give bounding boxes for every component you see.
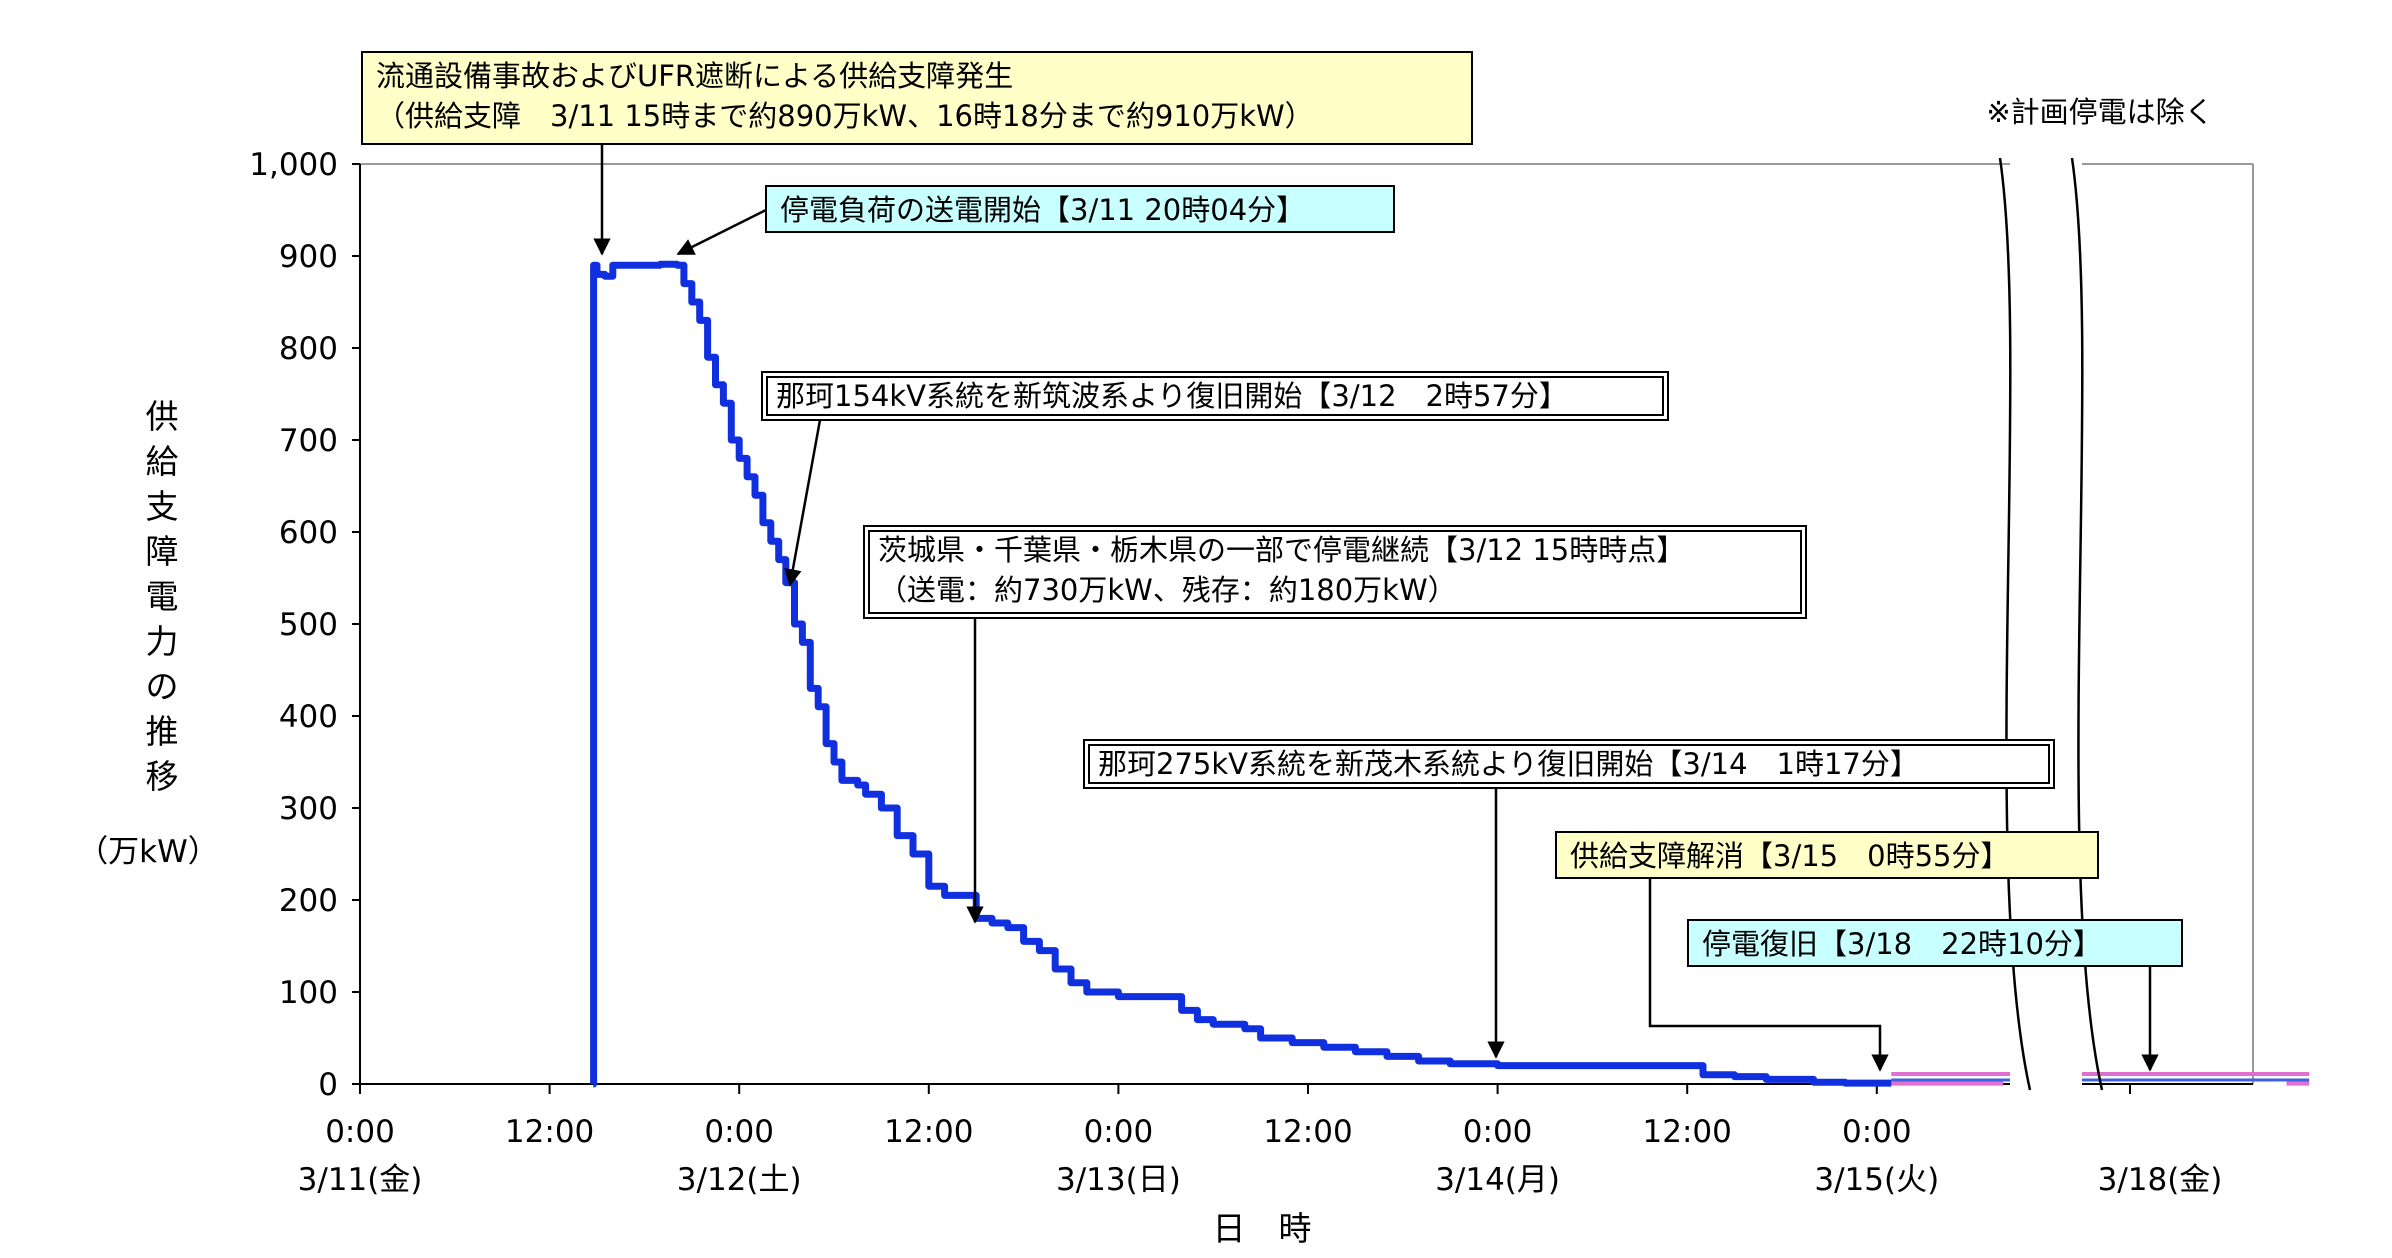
- annotation-text: 停電負荷の送電開始【3/11 20時04分】: [780, 193, 1305, 227]
- annotation-box-frame: [1687, 919, 2183, 967]
- x-tick-date-label: 3/15(火): [1814, 1162, 1939, 1198]
- y-axis-label-char: 支: [146, 487, 179, 526]
- annotation-box-frame: [765, 185, 1395, 233]
- annotation-text: 流通設備事故およびUFR遮断による供給支障発生: [376, 59, 1013, 93]
- annotation-text: 停電復旧【3/18 22時10分】: [1702, 927, 2102, 961]
- annotation-text: 那珂154kV系統を新筑波系より復旧開始【3/12 2時57分】: [776, 379, 1568, 413]
- x-tick-time-label: 12:00: [1263, 1114, 1352, 1150]
- y-tick-label: 200: [279, 883, 338, 919]
- series-line-0: [590, 260, 1895, 1088]
- note-planned-outage: ※計画停電は除く: [1986, 95, 2213, 129]
- annotation-box-frame: [1083, 739, 2055, 789]
- axis-break-line-left: [1998, 157, 2032, 1091]
- annotation-box-inner-frame: [1088, 744, 2050, 784]
- x-axis-label: 日 時: [1213, 1209, 1312, 1248]
- annotation-text: 茨城県・千葉県・栃木県の一部で停電継続【3/12 15時時点】: [878, 533, 1685, 567]
- y-axis-label-char: 力: [146, 622, 179, 661]
- y-tick-label: 900: [279, 239, 338, 275]
- x-tick-time-label: 0:00: [1842, 1114, 1912, 1150]
- x-tick-date-label: 3/12(土): [677, 1162, 802, 1198]
- x-tick-time-label: 0:00: [1084, 1114, 1154, 1150]
- annotation-arrow: [676, 208, 767, 256]
- annotation-box-frame: [761, 371, 1669, 421]
- annotation-box: 流通設備事故およびUFR遮断による供給支障発生 （供給支障 3/11 15時まで約…: [361, 51, 1473, 145]
- y-axis-label-char: 障: [146, 532, 179, 571]
- annotation-arrow: [1648, 878, 1889, 1072]
- x-tick-date-label-extra: 3/18(金): [2098, 1162, 2223, 1198]
- annotation-text: 供給支障解消【3/15 0時55分】: [1570, 839, 2009, 873]
- x-tick-time-label: 12:00: [1643, 1114, 1732, 1150]
- y-axis-label-char: 移: [146, 757, 179, 796]
- y-tick-label: 1,000: [249, 147, 338, 183]
- y-tick-label: 400: [279, 699, 338, 735]
- x-tick-date-label: 3/11(金): [298, 1162, 423, 1198]
- x-tick-time-label: 0:00: [325, 1114, 395, 1150]
- x-tick-date-label: 3/13(日): [1056, 1162, 1181, 1198]
- y-tick-label: 800: [279, 331, 338, 367]
- x-tick-time-label: 0:00: [704, 1114, 774, 1150]
- y-tick-label: 700: [279, 423, 338, 459]
- annotation-box-frame: [1555, 831, 2099, 879]
- x-tick-time-label: 12:00: [505, 1114, 594, 1150]
- annotation-text: （送電：約730万kW、残存：約180万kW）: [878, 573, 1457, 607]
- annotation-text: （供給支障 3/11 15時まで約890万kW、16時18分まで約910万kW）: [376, 99, 1314, 133]
- annotation-box-inner-frame: [868, 530, 1802, 614]
- y-tick-label: 600: [279, 515, 338, 551]
- annotation-box: 供給支障解消【3/15 0時55分】: [1555, 831, 2099, 879]
- annotation-box: 那珂154kV系統を新筑波系より復旧開始【3/12 2時57分】: [761, 371, 1669, 421]
- annotation-box-inner-frame: [766, 376, 1664, 416]
- annotation-box: 停電復旧【3/18 22時10分】: [1687, 919, 2183, 967]
- y-axis-label-char: 給: [146, 442, 179, 481]
- annotation-box: 停電負荷の送電開始【3/11 20時04分】: [765, 185, 1395, 233]
- y-axis-label-char: 供: [146, 397, 179, 436]
- x-tick-time-label: 0:00: [1463, 1114, 1533, 1150]
- x-tick-time-label: 12:00: [884, 1114, 973, 1150]
- annotation-box-frame: [361, 51, 1473, 145]
- annotation-arrow: [784, 419, 822, 587]
- annotation-box: 那珂275kV系統を新茂木系統より復旧開始【3/14 1時17分】: [1083, 739, 2055, 789]
- y-axis-label-char: 推: [146, 712, 179, 751]
- axis-break-line-right: [2070, 157, 2104, 1091]
- y-tick-label: 100: [279, 975, 338, 1011]
- y-tick-label: 300: [279, 791, 338, 827]
- y-tick-label: 500: [279, 607, 338, 643]
- y-tick-label: 0: [318, 1067, 338, 1103]
- annotation-box-frame: [863, 525, 1807, 619]
- annotation-text: 那珂275kV系統を新茂木系統より復旧開始【3/14 1時17分】: [1098, 747, 1919, 781]
- y-axis-label-char: 電: [146, 577, 179, 616]
- annotation-box: 茨城県・千葉県・栃木県の一部で停電継続【3/12 15時時点】 （送電：約730万…: [863, 525, 1807, 619]
- y-axis-unit: （万kW）: [77, 834, 219, 870]
- y-axis-label-char: の: [146, 667, 179, 706]
- x-tick-date-label: 3/14(月): [1435, 1162, 1560, 1198]
